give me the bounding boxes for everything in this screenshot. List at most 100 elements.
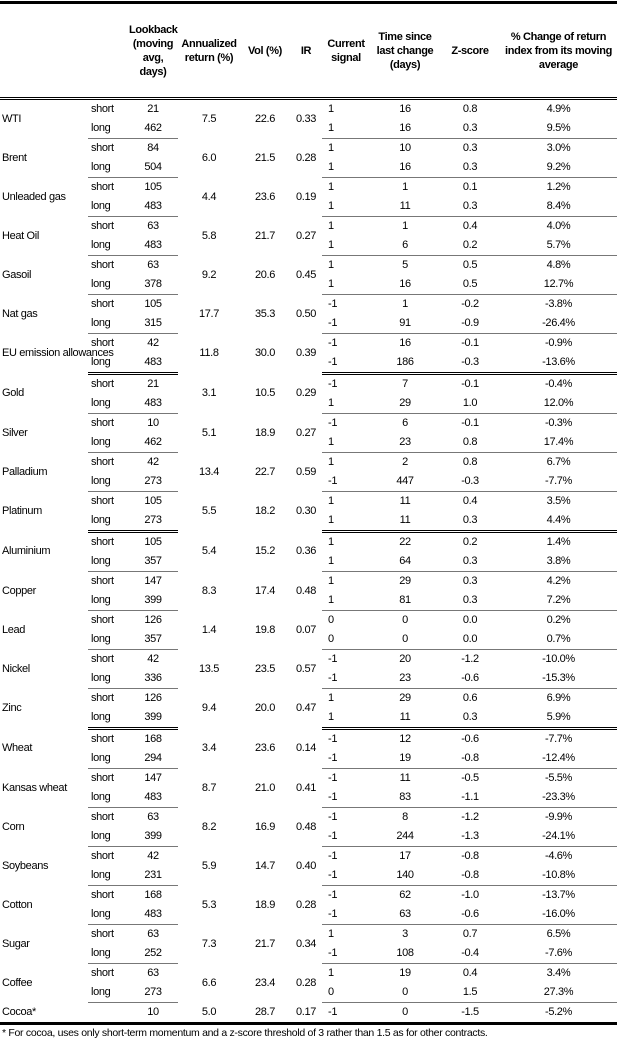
table-row: long 273 -1 447 -0.3 -7.7% xyxy=(0,472,617,492)
term-label: long xyxy=(88,552,128,572)
table-row: long 483 1 6 0.2 5.7% xyxy=(0,236,617,256)
pct-change-value: -7.7% xyxy=(500,472,617,492)
table-row: Heat Oil short 63 5.8 21.7 0.27 1 1 0.4 4.0% xyxy=(0,217,617,242)
header-time-since-change: Time since last change (days) xyxy=(370,4,440,100)
header-commodity xyxy=(0,4,88,100)
annualized-return-value: 8.3 xyxy=(201,584,217,597)
table-row: Copper short 147 8.3 17.4 0.48 1 29 0.3 4.2% xyxy=(0,572,617,597)
vol-value: 14.7 xyxy=(254,859,275,872)
z-score-value: 0.1 xyxy=(462,181,478,193)
z-score-value: -1.1 xyxy=(440,788,500,808)
term-label: short xyxy=(91,692,114,704)
z-score-value: -0.2 xyxy=(461,298,479,310)
z-score-value: 0.3 xyxy=(440,708,500,730)
z-score-value: 0.5 xyxy=(462,259,478,271)
table-row: long 483 1 11 0.3 8.4% xyxy=(0,197,617,217)
annualized-return-value: 5.5 xyxy=(201,505,217,517)
current-signal-value: -1 xyxy=(322,788,370,808)
pct-change-value: 4.4% xyxy=(500,511,617,533)
ir-value: 0.34 xyxy=(295,937,316,950)
header-pct-change: % Change of return index from its moving… xyxy=(500,4,617,100)
lookback-value: 84 xyxy=(147,142,159,154)
time-since-change-value: 17 xyxy=(399,850,411,862)
z-score-value: 0.4 xyxy=(462,495,478,507)
z-score-value: -0.6 xyxy=(461,733,479,745)
header-term xyxy=(88,4,128,100)
pct-change-value: 12.7% xyxy=(500,275,617,295)
table-row: long 399 -1 244 -1.3 -24.1% xyxy=(0,827,617,847)
table-row: long 336 -1 23 -0.6 -15.3% xyxy=(0,669,617,689)
z-score-value: 0.8 xyxy=(462,103,478,115)
pct-change-value: -0.9% xyxy=(545,337,572,349)
pct-change-value: 3.8% xyxy=(500,552,617,572)
time-since-change-value: 11 xyxy=(399,495,411,507)
table-row: long 483 1 29 1.0 12.0% xyxy=(0,394,617,414)
z-score-value: -1.2 xyxy=(461,811,479,823)
z-score-value: 0.2 xyxy=(462,536,478,548)
pct-change-value: 7.2% xyxy=(500,591,617,611)
term-label: long xyxy=(88,472,128,492)
time-since-change-value: 5 xyxy=(402,259,408,271)
term-label: long xyxy=(88,944,128,964)
pct-change-value: -3.8% xyxy=(545,298,572,310)
time-since-change-value: 0 xyxy=(370,630,440,650)
annualized-return-value: 9.2 xyxy=(201,268,217,281)
table-row: Cocoa* 10 5.0 28.7 0.17 -1 0 -1.5 -5.2% xyxy=(0,1002,617,1025)
current-signal-value: 1 xyxy=(322,236,370,256)
current-signal-value: 1 xyxy=(328,456,334,468)
lookback-value: 63 xyxy=(147,928,159,940)
vol-value: 22.7 xyxy=(254,465,275,478)
term-label: short xyxy=(91,928,114,940)
annualized-return-value: 17.7 xyxy=(198,307,219,320)
table-row: Silver short 10 5.1 18.9 0.27 -1 6 -0.1 -0.3% xyxy=(0,414,617,439)
pct-change-value: 3.4% xyxy=(546,967,571,979)
z-score-value: 0.0 xyxy=(440,630,500,650)
current-signal-value: 1 xyxy=(328,181,334,193)
annualized-return-value: 9.4 xyxy=(201,702,217,714)
table-row: Sugar short 63 7.3 21.7 0.34 1 3 0.7 6.5% xyxy=(0,925,617,950)
term-label: short xyxy=(91,850,114,862)
current-signal-value: -1 xyxy=(322,314,370,334)
vol-value: 20.0 xyxy=(254,702,275,714)
lookback-value: 294 xyxy=(128,749,178,769)
time-since-change-value: 11 xyxy=(399,772,411,784)
term-label: long xyxy=(88,353,128,375)
z-score-value: -1.3 xyxy=(440,827,500,847)
table-row: long 462 1 16 0.3 9.5% xyxy=(0,119,617,139)
current-signal-value: 1 xyxy=(322,591,370,611)
current-signal-value: -1 xyxy=(328,889,338,901)
time-since-change-value: 16 xyxy=(399,337,411,349)
time-since-change-value: 1 xyxy=(402,298,408,310)
table-row: Aluminium short 105 5.4 15.2 0.36 1 22 0.2 1.4% xyxy=(0,532,617,557)
current-signal-value: 1 xyxy=(328,692,334,704)
lookback-value: 378 xyxy=(128,275,178,295)
time-since-change-value: 6 xyxy=(370,236,440,256)
pct-change-value: -12.4% xyxy=(500,749,617,769)
term-label: short xyxy=(91,733,114,745)
pct-change-value: 6.9% xyxy=(546,692,571,704)
term-label: short xyxy=(91,536,114,548)
vol-value: 10.5 xyxy=(254,387,275,399)
annualized-return-value: 5.9 xyxy=(201,859,217,872)
pct-change-value: -24.1% xyxy=(500,827,617,847)
term-label: short xyxy=(91,889,114,901)
pct-change-value: -13.7% xyxy=(542,889,575,901)
current-signal-value: 1 xyxy=(328,103,334,115)
annualized-return-value: 8.2 xyxy=(201,820,217,833)
table-row: Platinum short 105 5.5 18.2 0.30 1 11 0.4 3.5% xyxy=(0,492,617,517)
z-score-value: 0.3 xyxy=(440,552,500,572)
current-signal-value: 1 xyxy=(322,552,370,572)
commodity-name: Gold xyxy=(2,387,24,399)
vol-value: 28.7 xyxy=(240,1002,290,1025)
current-signal-value: 0 xyxy=(328,614,334,626)
pct-change-value: 3.5% xyxy=(546,495,571,507)
term-label: long xyxy=(88,236,128,256)
annualized-return-value: 8.7 xyxy=(201,781,217,794)
lookback-value: 357 xyxy=(128,552,178,572)
lookback-value: 357 xyxy=(128,630,178,650)
table-row: Unleaded gas short 105 4.4 23.6 0.19 1 1 0.1 1.2% xyxy=(0,178,617,203)
term-label: long xyxy=(88,119,128,139)
lookback-value: 63 xyxy=(147,220,159,232)
time-since-change-value: 20 xyxy=(399,653,411,665)
lookback-value: 10 xyxy=(147,417,159,429)
